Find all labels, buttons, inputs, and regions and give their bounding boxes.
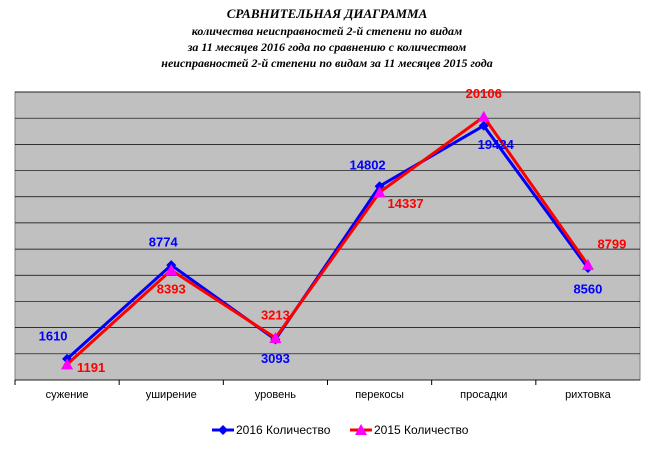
value-label: 20106	[466, 86, 502, 101]
series-line	[66, 114, 590, 366]
value-label: 8774	[149, 235, 179, 250]
chart-subtitle: количества неисправностей 2-й степени по…	[192, 24, 462, 38]
legend-label: 2016 Количество	[236, 423, 331, 437]
x-tick-label: перекосы	[355, 389, 404, 401]
point-marker	[581, 258, 594, 270]
x-tick-label: уширение	[146, 389, 197, 401]
value-label: 3213	[261, 307, 290, 322]
point-marker	[373, 186, 386, 198]
value-label: 1191	[77, 360, 105, 375]
x-tick-label: просадки	[460, 389, 507, 401]
value-label: 8393	[157, 282, 186, 297]
value-label: 3093	[261, 351, 290, 366]
value-label: 8560	[573, 281, 602, 296]
chart-title: СРАВНИТЕЛЬНАЯ ДИАГРАММА	[227, 6, 428, 21]
value-label: 14802	[350, 158, 386, 173]
point-marker	[165, 264, 178, 276]
legend-label: 2015 Количество	[374, 423, 469, 437]
x-tick-label: рихтовка	[565, 389, 612, 401]
point-marker	[61, 358, 74, 370]
value-label: 8799	[597, 236, 626, 251]
point-marker	[477, 110, 490, 122]
point-marker	[478, 120, 489, 131]
value-label: 19424	[478, 137, 515, 152]
value-label: 1610	[39, 328, 68, 343]
plot-area	[14, 91, 641, 381]
point-marker	[269, 331, 282, 343]
x-tick-label: уровень	[255, 389, 297, 401]
value-label: 14337	[388, 196, 424, 211]
chart-subtitle: неисправностей 2-й степени по видам за 1…	[161, 56, 492, 70]
chart-subtitle: за 11 месяцев 2016 года по сравнению с к…	[187, 40, 467, 54]
point-marker	[218, 425, 228, 435]
x-tick-label: сужение	[46, 389, 89, 401]
point-marker	[355, 424, 367, 435]
